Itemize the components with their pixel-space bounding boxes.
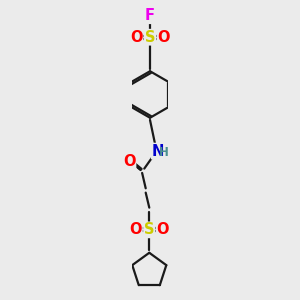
Text: O: O — [157, 222, 169, 237]
Text: H: H — [159, 146, 169, 159]
Text: O: O — [130, 30, 142, 45]
Text: O: O — [129, 222, 142, 237]
Text: O: O — [158, 30, 170, 45]
Text: O: O — [123, 154, 136, 169]
Text: N: N — [152, 144, 164, 159]
Text: F: F — [145, 8, 155, 23]
Text: S: S — [144, 222, 154, 237]
Text: S: S — [145, 30, 155, 45]
